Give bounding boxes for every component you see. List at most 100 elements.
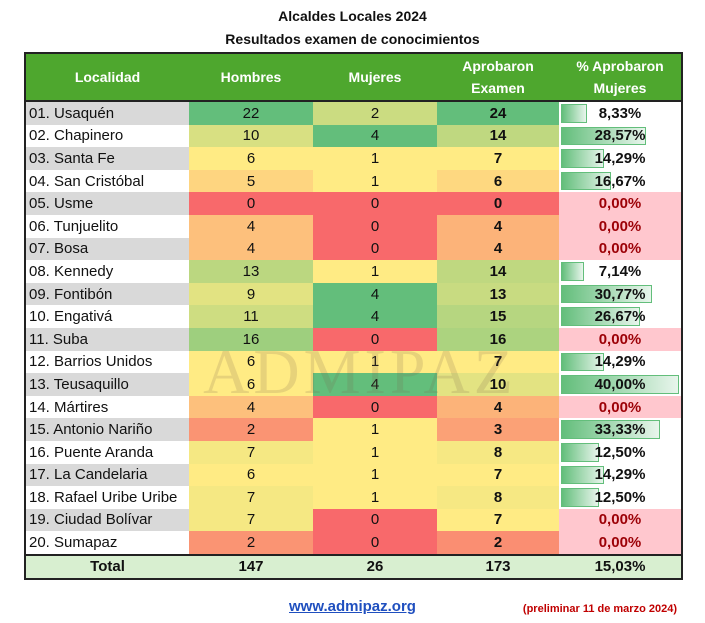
table-row: 07. Bosa 4 0 4 0,00% bbox=[25, 237, 682, 261]
localidad-cell: 12. Barrios Unidos bbox=[29, 353, 153, 371]
aprobaron-cell: 4 bbox=[437, 214, 559, 238]
data-bar bbox=[561, 465, 605, 485]
pct-value: 0,00% bbox=[598, 511, 642, 529]
table-row: 09. Fontibón 9 4 13 30,77% bbox=[25, 282, 682, 306]
pct-mujeres-cell: 12,50% bbox=[559, 441, 682, 464]
localidad-cell: 17. La Candelaria bbox=[25, 463, 189, 487]
aprobaron-cell: 3 bbox=[437, 418, 559, 441]
table-row: 19. Ciudad Bolívar 7 0 7 0,00% bbox=[25, 508, 682, 532]
mujeres-cell: 0 bbox=[313, 237, 437, 261]
pct-value: 12,50% bbox=[594, 488, 646, 506]
hombres-cell: 4 bbox=[189, 395, 313, 419]
localidad-cell: 10. Engativá bbox=[29, 308, 113, 326]
mujeres-cell: 1 bbox=[313, 169, 437, 193]
aprobaron-cell: 13 bbox=[437, 282, 559, 306]
localidad-cell: 20. Sumapaz bbox=[29, 534, 118, 552]
aprobaron-cell: 16 bbox=[437, 327, 559, 351]
aprobaron-cell: 14 bbox=[437, 124, 559, 148]
header-pct-mujeres: % Aprobaron Mujeres bbox=[559, 53, 682, 102]
aprobaron-cell: 0 bbox=[437, 192, 559, 215]
mujeres-cell: 0 bbox=[313, 508, 437, 532]
hombres-cell: 6 bbox=[189, 147, 313, 170]
aprobaron-cell: 2 bbox=[437, 531, 559, 555]
aprobaron-cell: 7 bbox=[437, 147, 559, 170]
pct-mujeres-cell: 14,29% bbox=[559, 147, 682, 170]
aprobaron-cell: 7 bbox=[437, 463, 559, 487]
hombres-cell: 4 bbox=[189, 214, 313, 238]
table-row: 10. Engativá 11 4 15 26,67% bbox=[25, 305, 682, 328]
localidad-cell: 14. Mártires bbox=[29, 398, 109, 416]
pct-value: 14,29% bbox=[594, 353, 646, 371]
localidad-cell: 09. Fontibón bbox=[25, 282, 189, 306]
localidad-cell: 15. Antonio Nariño bbox=[25, 418, 189, 441]
aprobaron-cell: 4 bbox=[437, 395, 559, 419]
hombres-cell: 9 bbox=[189, 282, 313, 306]
data-bar bbox=[561, 171, 612, 191]
mujeres-cell: 4 bbox=[313, 282, 437, 306]
hombres-cell: 16 bbox=[189, 327, 313, 351]
data-bar bbox=[561, 104, 588, 123]
pct-mujeres-cell: 26,67% bbox=[559, 305, 682, 328]
pct-mujeres-cell: 7,14% bbox=[559, 260, 682, 283]
results-table: Localidad Hombres Mujeres Aprobaron Exam… bbox=[24, 52, 683, 580]
table-row: 13. Teusaquillo 6 4 10 40,00% bbox=[25, 373, 682, 396]
mujeres-cell: 0 bbox=[313, 531, 437, 555]
page-title: Alcaldes Locales 2024 bbox=[278, 8, 427, 24]
aprobaron-cell: 10 bbox=[437, 373, 559, 396]
data-bar bbox=[561, 442, 600, 462]
table-row: 03. Santa Fe 6 1 7 14,29% bbox=[25, 147, 682, 170]
data-bar bbox=[561, 488, 600, 507]
pct-mujeres-cell: 33,33% bbox=[559, 418, 682, 441]
aprobaron-cell: 6 bbox=[437, 169, 559, 193]
localidad-cell: 11. Suba bbox=[25, 327, 189, 351]
website-link[interactable]: www.admipaz.org bbox=[289, 598, 416, 615]
mujeres-cell: 1 bbox=[313, 486, 437, 509]
localidad-cell: 01. Usaquén bbox=[25, 101, 189, 125]
hombres-cell: 6 bbox=[189, 350, 313, 374]
aprobaron-cell: 7 bbox=[437, 508, 559, 532]
header-mujeres: Mujeres bbox=[313, 53, 437, 102]
table-row: 16. Puente Aranda 7 1 8 12,50% bbox=[25, 440, 682, 464]
hombres-cell: 7 bbox=[189, 486, 313, 509]
table-row: 15. Antonio Nariño 2 1 3 33,33% bbox=[25, 418, 682, 441]
mujeres-cell: 4 bbox=[313, 373, 437, 396]
mujeres-cell: 1 bbox=[313, 440, 437, 464]
pct-value: 26,67% bbox=[594, 308, 646, 326]
total-pct: 15,03% bbox=[559, 553, 682, 579]
pct-mujeres-cell: 0,00% bbox=[559, 214, 682, 238]
mujeres-cell: 1 bbox=[313, 463, 437, 487]
total-label: Total bbox=[25, 553, 189, 579]
table-row: 17. La Candelaria 6 1 7 14,29% bbox=[25, 463, 682, 487]
mujeres-cell: 0 bbox=[313, 192, 437, 215]
pct-mujeres-cell: 0,00% bbox=[559, 531, 682, 555]
pct-value: 0,00% bbox=[598, 240, 642, 258]
data-bar bbox=[561, 307, 641, 326]
pct-value: 12,50% bbox=[594, 443, 646, 461]
pct-mujeres-cell: 28,57% bbox=[559, 125, 682, 148]
data-bar bbox=[561, 284, 653, 304]
pct-value: 14,29% bbox=[594, 466, 646, 484]
pct-mujeres-cell: 0,00% bbox=[559, 395, 682, 419]
hombres-cell: 7 bbox=[189, 508, 313, 532]
data-bar bbox=[561, 375, 679, 394]
pct-value: 8,33% bbox=[598, 104, 642, 122]
header-localidad: Localidad bbox=[25, 53, 189, 102]
pct-value: 33,33% bbox=[594, 421, 646, 439]
total-mujeres: 26 bbox=[313, 553, 437, 579]
table-row: 20. Sumapaz 2 0 2 0,00% bbox=[25, 531, 682, 555]
localidad-cell: 02. Chapinero bbox=[29, 127, 124, 145]
hombres-cell: 2 bbox=[189, 531, 313, 555]
total-aprobaron: 173 bbox=[437, 553, 559, 579]
pct-value: 0,00% bbox=[598, 195, 642, 213]
table-row: 06. Tunjuelito 4 0 4 0,00% bbox=[25, 214, 682, 238]
data-bar bbox=[561, 126, 646, 146]
pct-value: 16,67% bbox=[594, 172, 646, 190]
data-bar bbox=[561, 149, 605, 168]
hombres-cell: 2 bbox=[189, 418, 313, 441]
localidad-cell: 19. Ciudad Bolívar bbox=[25, 508, 189, 532]
pct-value: 7,14% bbox=[598, 262, 642, 280]
header-aprobaron: Aprobaron Examen bbox=[437, 53, 559, 102]
localidad-cell: 03. Santa Fe bbox=[25, 147, 189, 170]
total-row: Total 147 26 173 15,03% bbox=[25, 553, 682, 579]
